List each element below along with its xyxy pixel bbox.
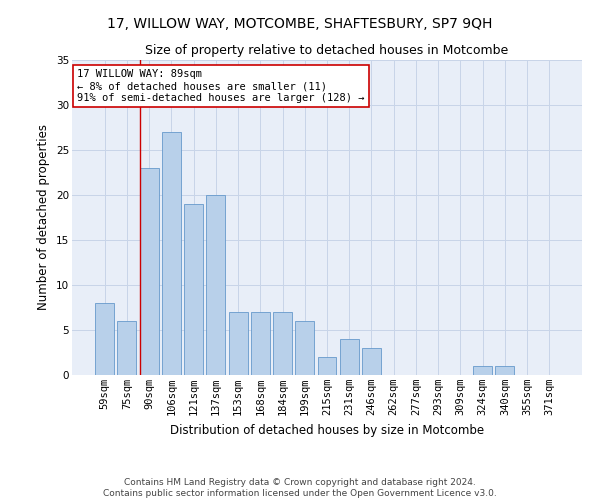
Bar [162, 132, 181, 375]
Bar [473, 366, 492, 375]
Y-axis label: Number of detached properties: Number of detached properties [37, 124, 50, 310]
Bar [362, 348, 381, 375]
Bar [118, 321, 136, 375]
Bar [95, 303, 114, 375]
Text: Contains HM Land Registry data © Crown copyright and database right 2024.
Contai: Contains HM Land Registry data © Crown c… [103, 478, 497, 498]
Bar [206, 195, 225, 375]
Bar [251, 312, 270, 375]
Text: 17 WILLOW WAY: 89sqm
← 8% of detached houses are smaller (11)
91% of semi-detach: 17 WILLOW WAY: 89sqm ← 8% of detached ho… [77, 70, 365, 102]
Bar [140, 168, 158, 375]
Bar [273, 312, 292, 375]
Text: 17, WILLOW WAY, MOTCOMBE, SHAFTESBURY, SP7 9QH: 17, WILLOW WAY, MOTCOMBE, SHAFTESBURY, S… [107, 18, 493, 32]
Title: Size of property relative to detached houses in Motcombe: Size of property relative to detached ho… [145, 44, 509, 58]
Bar [496, 366, 514, 375]
X-axis label: Distribution of detached houses by size in Motcombe: Distribution of detached houses by size … [170, 424, 484, 436]
Bar [317, 357, 337, 375]
Bar [295, 321, 314, 375]
Bar [340, 339, 359, 375]
Bar [229, 312, 248, 375]
Bar [184, 204, 203, 375]
